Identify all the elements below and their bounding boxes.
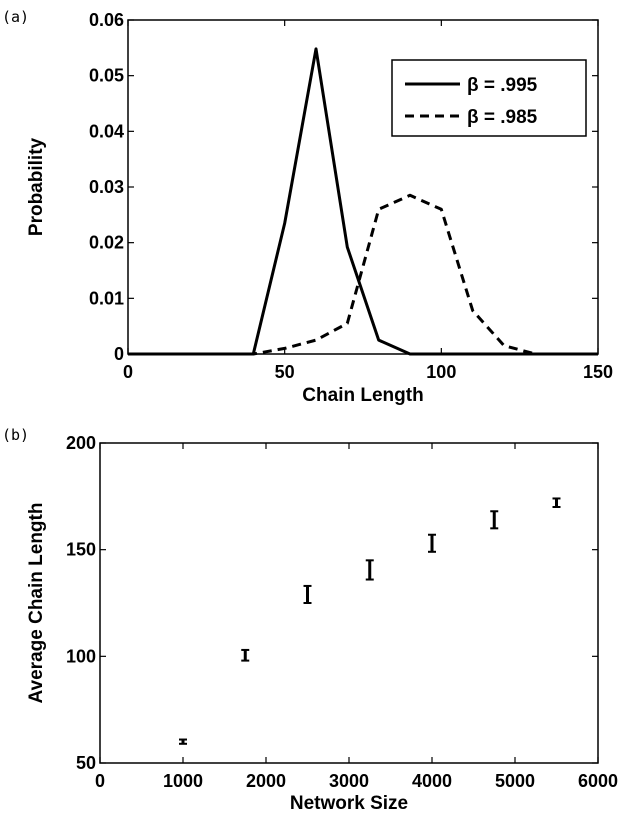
panel-b-xtick-label: 0	[95, 771, 105, 791]
error-bar	[365, 559, 374, 581]
panel-a-xtick-label: 150	[583, 362, 613, 382]
panel-b-ytick-label: 50	[76, 753, 96, 773]
panel-b-xtick-label: 1000	[163, 771, 203, 791]
error-bar	[428, 533, 436, 553]
panel-b-ytick-label: 100	[66, 646, 96, 666]
panel-b-xtick-label: 2000	[246, 771, 286, 791]
panel-a-ytick-label: 0.01	[89, 288, 124, 308]
series-line-beta-985	[128, 193, 598, 356]
panel-b-xtick-label: 6000	[578, 771, 618, 791]
panel-a-ytick-label: 0.05	[89, 66, 124, 86]
panel-b-xtick-label: 3000	[329, 771, 369, 791]
panel-a-ytick-label: 0.02	[89, 233, 124, 253]
panel-a-ticks: 0 50 100 150 0 0.01 0.02 0.03 0.04 0.05 0.06	[89, 10, 613, 382]
panel-a-ylabel: Probability	[26, 137, 47, 236]
panel-b-label: (b)	[2, 426, 29, 444]
error-bar	[490, 510, 499, 530]
panel-b-xlabel: Network Size	[290, 793, 408, 814]
error-bar	[552, 497, 561, 508]
panel-b: (b) 0 1000 2000 3000 4000 5000 6000 50 100 150 200…	[2, 426, 618, 814]
panel-b-ytick-label: 200	[66, 433, 96, 453]
panel-a-xtick-label: 50	[275, 362, 295, 382]
panel-b-errorbars	[179, 497, 561, 745]
legend-box	[391, 59, 587, 137]
legend: β = .995 β = .985	[391, 59, 587, 137]
panel-a-ytick-label: 0.03	[89, 177, 124, 197]
panel-a-xtick-label: 0	[123, 362, 133, 382]
panel-b-xtick-label: 5000	[495, 771, 535, 791]
legend-entry-beta-985: β = .985	[467, 107, 538, 128]
error-bar	[179, 738, 187, 745]
panel-a-ytick-label: 0.06	[89, 10, 124, 30]
error-bar	[241, 648, 250, 662]
panel-a-ytick-label: 0	[114, 344, 124, 364]
panel-a-label: (a)	[2, 8, 29, 26]
panel-a-ytick-label: 0.04	[89, 121, 124, 141]
panel-b-xtick-label: 4000	[412, 771, 452, 791]
error-bar	[303, 584, 312, 604]
panel-b-ticks: 0 1000 2000 3000 4000 5000 6000 50 100 150 200	[66, 433, 618, 791]
panel-a: (a) 0 50 100 150 0 0.01 0.02 0.03 0.04 0.05 0.06 C…	[2, 8, 613, 406]
panel-a-series	[128, 47, 598, 356]
legend-entry-beta-995: β = .995	[467, 75, 538, 96]
panel-b-axes-box	[99, 442, 599, 764]
panel-b-ytick-label: 150	[66, 540, 96, 560]
panel-b-ylabel: Average Chain Length	[26, 503, 47, 704]
panel-a-xtick-label: 100	[426, 362, 456, 382]
panel-a-xlabel: Chain Length	[302, 385, 423, 406]
